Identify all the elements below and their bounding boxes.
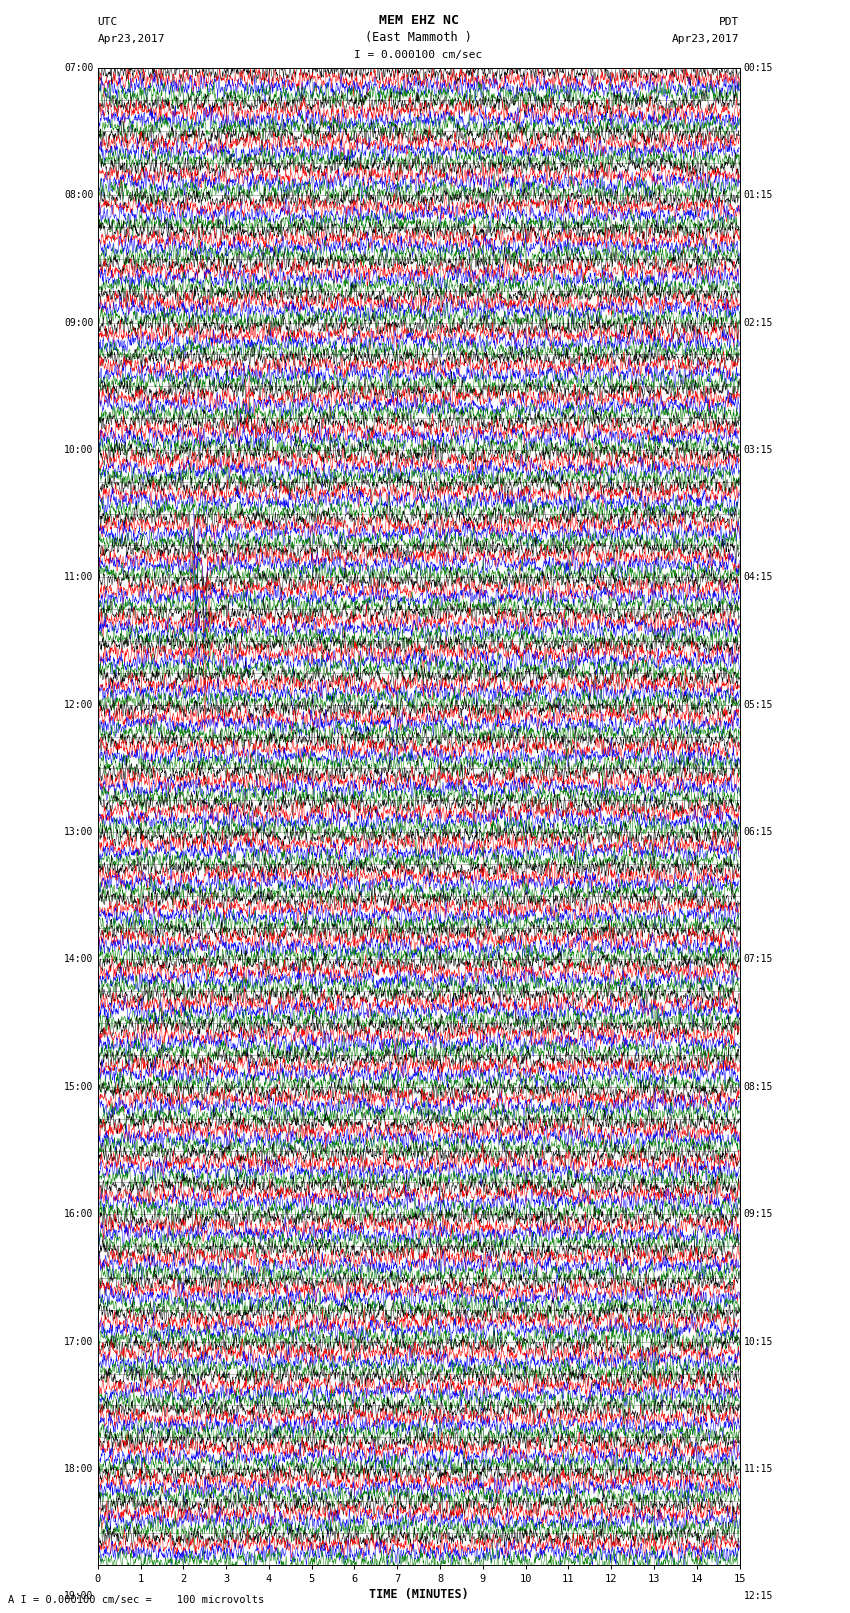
Text: A I = 0.000100 cm/sec =    100 microvolts: A I = 0.000100 cm/sec = 100 microvolts — [8, 1595, 264, 1605]
Text: 15:00: 15:00 — [64, 1082, 94, 1092]
X-axis label: TIME (MINUTES): TIME (MINUTES) — [369, 1587, 468, 1600]
Text: 06:15: 06:15 — [744, 827, 774, 837]
Text: 08:15: 08:15 — [744, 1082, 774, 1092]
Text: 04:15: 04:15 — [744, 573, 774, 582]
Text: 19:00: 19:00 — [64, 1592, 94, 1602]
Text: UTC: UTC — [98, 18, 118, 27]
Text: 08:00: 08:00 — [64, 190, 94, 200]
Text: 18:00: 18:00 — [64, 1465, 94, 1474]
Text: 13:00: 13:00 — [64, 827, 94, 837]
Text: 07:00: 07:00 — [64, 63, 94, 73]
Text: 11:15: 11:15 — [744, 1465, 774, 1474]
Text: 05:15: 05:15 — [744, 700, 774, 710]
Text: 09:15: 09:15 — [744, 1210, 774, 1219]
Text: Apr23,2017: Apr23,2017 — [672, 34, 740, 44]
Text: Apr23,2017: Apr23,2017 — [98, 34, 165, 44]
Text: 17:00: 17:00 — [64, 1337, 94, 1347]
Text: 03:15: 03:15 — [744, 445, 774, 455]
Text: PDT: PDT — [719, 18, 740, 27]
Text: 12:15: 12:15 — [744, 1592, 774, 1602]
Text: 07:15: 07:15 — [744, 955, 774, 965]
Text: 11:00: 11:00 — [64, 573, 94, 582]
Text: 14:00: 14:00 — [64, 955, 94, 965]
Text: 12:00: 12:00 — [64, 700, 94, 710]
Text: I = 0.000100 cm/sec: I = 0.000100 cm/sec — [354, 50, 483, 60]
Text: MEM EHZ NC: MEM EHZ NC — [378, 15, 459, 27]
Text: 10:15: 10:15 — [744, 1337, 774, 1347]
Text: 02:15: 02:15 — [744, 318, 774, 327]
Text: 10:00: 10:00 — [64, 445, 94, 455]
Text: 09:00: 09:00 — [64, 318, 94, 327]
Text: 00:15: 00:15 — [744, 63, 774, 73]
Text: (East Mammoth ): (East Mammoth ) — [366, 31, 472, 44]
Text: 16:00: 16:00 — [64, 1210, 94, 1219]
Text: 01:15: 01:15 — [744, 190, 774, 200]
